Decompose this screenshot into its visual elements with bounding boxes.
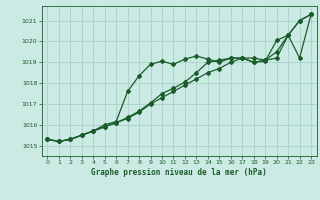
X-axis label: Graphe pression niveau de la mer (hPa): Graphe pression niveau de la mer (hPa) xyxy=(91,168,267,177)
